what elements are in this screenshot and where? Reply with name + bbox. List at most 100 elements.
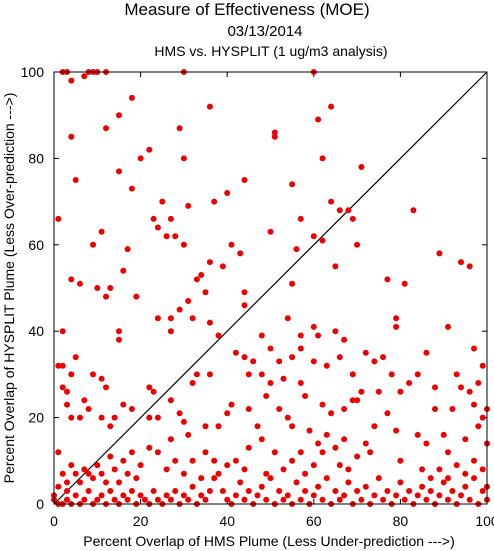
data-point [440, 431, 447, 438]
data-point [315, 116, 322, 123]
data-point [167, 315, 174, 322]
data-point [367, 449, 374, 456]
data-point [77, 280, 83, 287]
data-point [237, 479, 244, 486]
data-point [414, 371, 421, 378]
data-point [276, 488, 283, 494]
data-point [380, 496, 387, 503]
data-point [349, 397, 356, 404]
data-point [297, 449, 304, 456]
data-point [419, 483, 426, 490]
data-point [310, 492, 317, 499]
data-point [202, 496, 209, 503]
data-point [263, 393, 270, 399]
data-point [224, 462, 231, 469]
data-point [332, 328, 339, 335]
data-point [59, 328, 66, 335]
data-point [120, 267, 127, 274]
y-tick-label: 20 [28, 410, 44, 426]
data-point [189, 457, 196, 464]
data-point [466, 388, 473, 395]
data-points [51, 69, 490, 507]
data-point [59, 470, 66, 477]
x-axis-label: Percent Overlap of HMS Plume (Less Under… [83, 533, 455, 549]
data-point [280, 466, 287, 473]
data-point [458, 492, 464, 499]
data-point [124, 470, 131, 477]
data-point [341, 336, 348, 343]
data-point [59, 362, 66, 369]
data-point [215, 423, 222, 430]
chart-date: 03/13/2014 [227, 23, 302, 40]
data-point [55, 362, 62, 369]
data-point [81, 466, 88, 473]
data-point [64, 479, 70, 486]
data-point [393, 323, 400, 330]
data-point [232, 349, 239, 356]
data-point [436, 466, 443, 473]
data-point [427, 488, 434, 494]
data-point [315, 440, 322, 447]
data-point [116, 112, 122, 119]
data-point [167, 397, 174, 404]
data-point [146, 146, 153, 153]
data-point [150, 215, 157, 222]
data-point [206, 319, 213, 326]
data-point [358, 164, 365, 170]
data-point [302, 488, 309, 494]
data-point [384, 410, 391, 417]
x-tick-label: 0 [50, 513, 58, 529]
data-point [120, 492, 127, 499]
data-point [401, 280, 408, 287]
data-point [254, 423, 261, 430]
data-point [471, 475, 477, 482]
data-point [336, 207, 343, 214]
data-point [310, 358, 317, 365]
data-point [397, 457, 404, 464]
data-point [77, 479, 83, 486]
data-point [198, 492, 205, 499]
data-point [103, 384, 109, 391]
data-point [354, 397, 361, 404]
data-point [98, 492, 105, 499]
data-point [362, 483, 369, 490]
data-point [185, 431, 192, 438]
data-point [297, 496, 304, 503]
data-point [319, 237, 326, 244]
data-point [349, 371, 356, 378]
data-point [475, 380, 482, 386]
data-point [90, 475, 96, 482]
data-point [302, 393, 309, 399]
data-point [90, 241, 96, 248]
data-point [310, 462, 317, 469]
chart-title: Measure of Effectiveness (MOE) [124, 0, 369, 19]
data-point [77, 414, 83, 421]
data-point [276, 406, 283, 412]
data-point [258, 371, 265, 378]
data-point [354, 453, 361, 460]
data-point [202, 289, 209, 296]
data-point [245, 444, 252, 451]
y-tick-label: 40 [28, 323, 44, 339]
x-tick-label: 20 [133, 513, 149, 529]
data-point [241, 466, 248, 473]
data-point [55, 449, 62, 456]
data-point [423, 349, 430, 356]
data-point [336, 354, 343, 361]
data-point [215, 470, 222, 477]
data-point [341, 406, 348, 412]
data-point [388, 371, 395, 378]
data-point [479, 362, 486, 369]
data-point [375, 475, 382, 482]
data-point [198, 475, 205, 482]
data-point [189, 483, 196, 490]
data-point [354, 488, 361, 494]
data-point [341, 436, 348, 443]
data-point [328, 198, 335, 205]
x-tick-label: 80 [393, 513, 409, 529]
data-point [345, 466, 352, 473]
data-point [180, 241, 187, 248]
data-point [245, 406, 252, 412]
data-point [414, 492, 421, 499]
data-point [116, 168, 122, 175]
